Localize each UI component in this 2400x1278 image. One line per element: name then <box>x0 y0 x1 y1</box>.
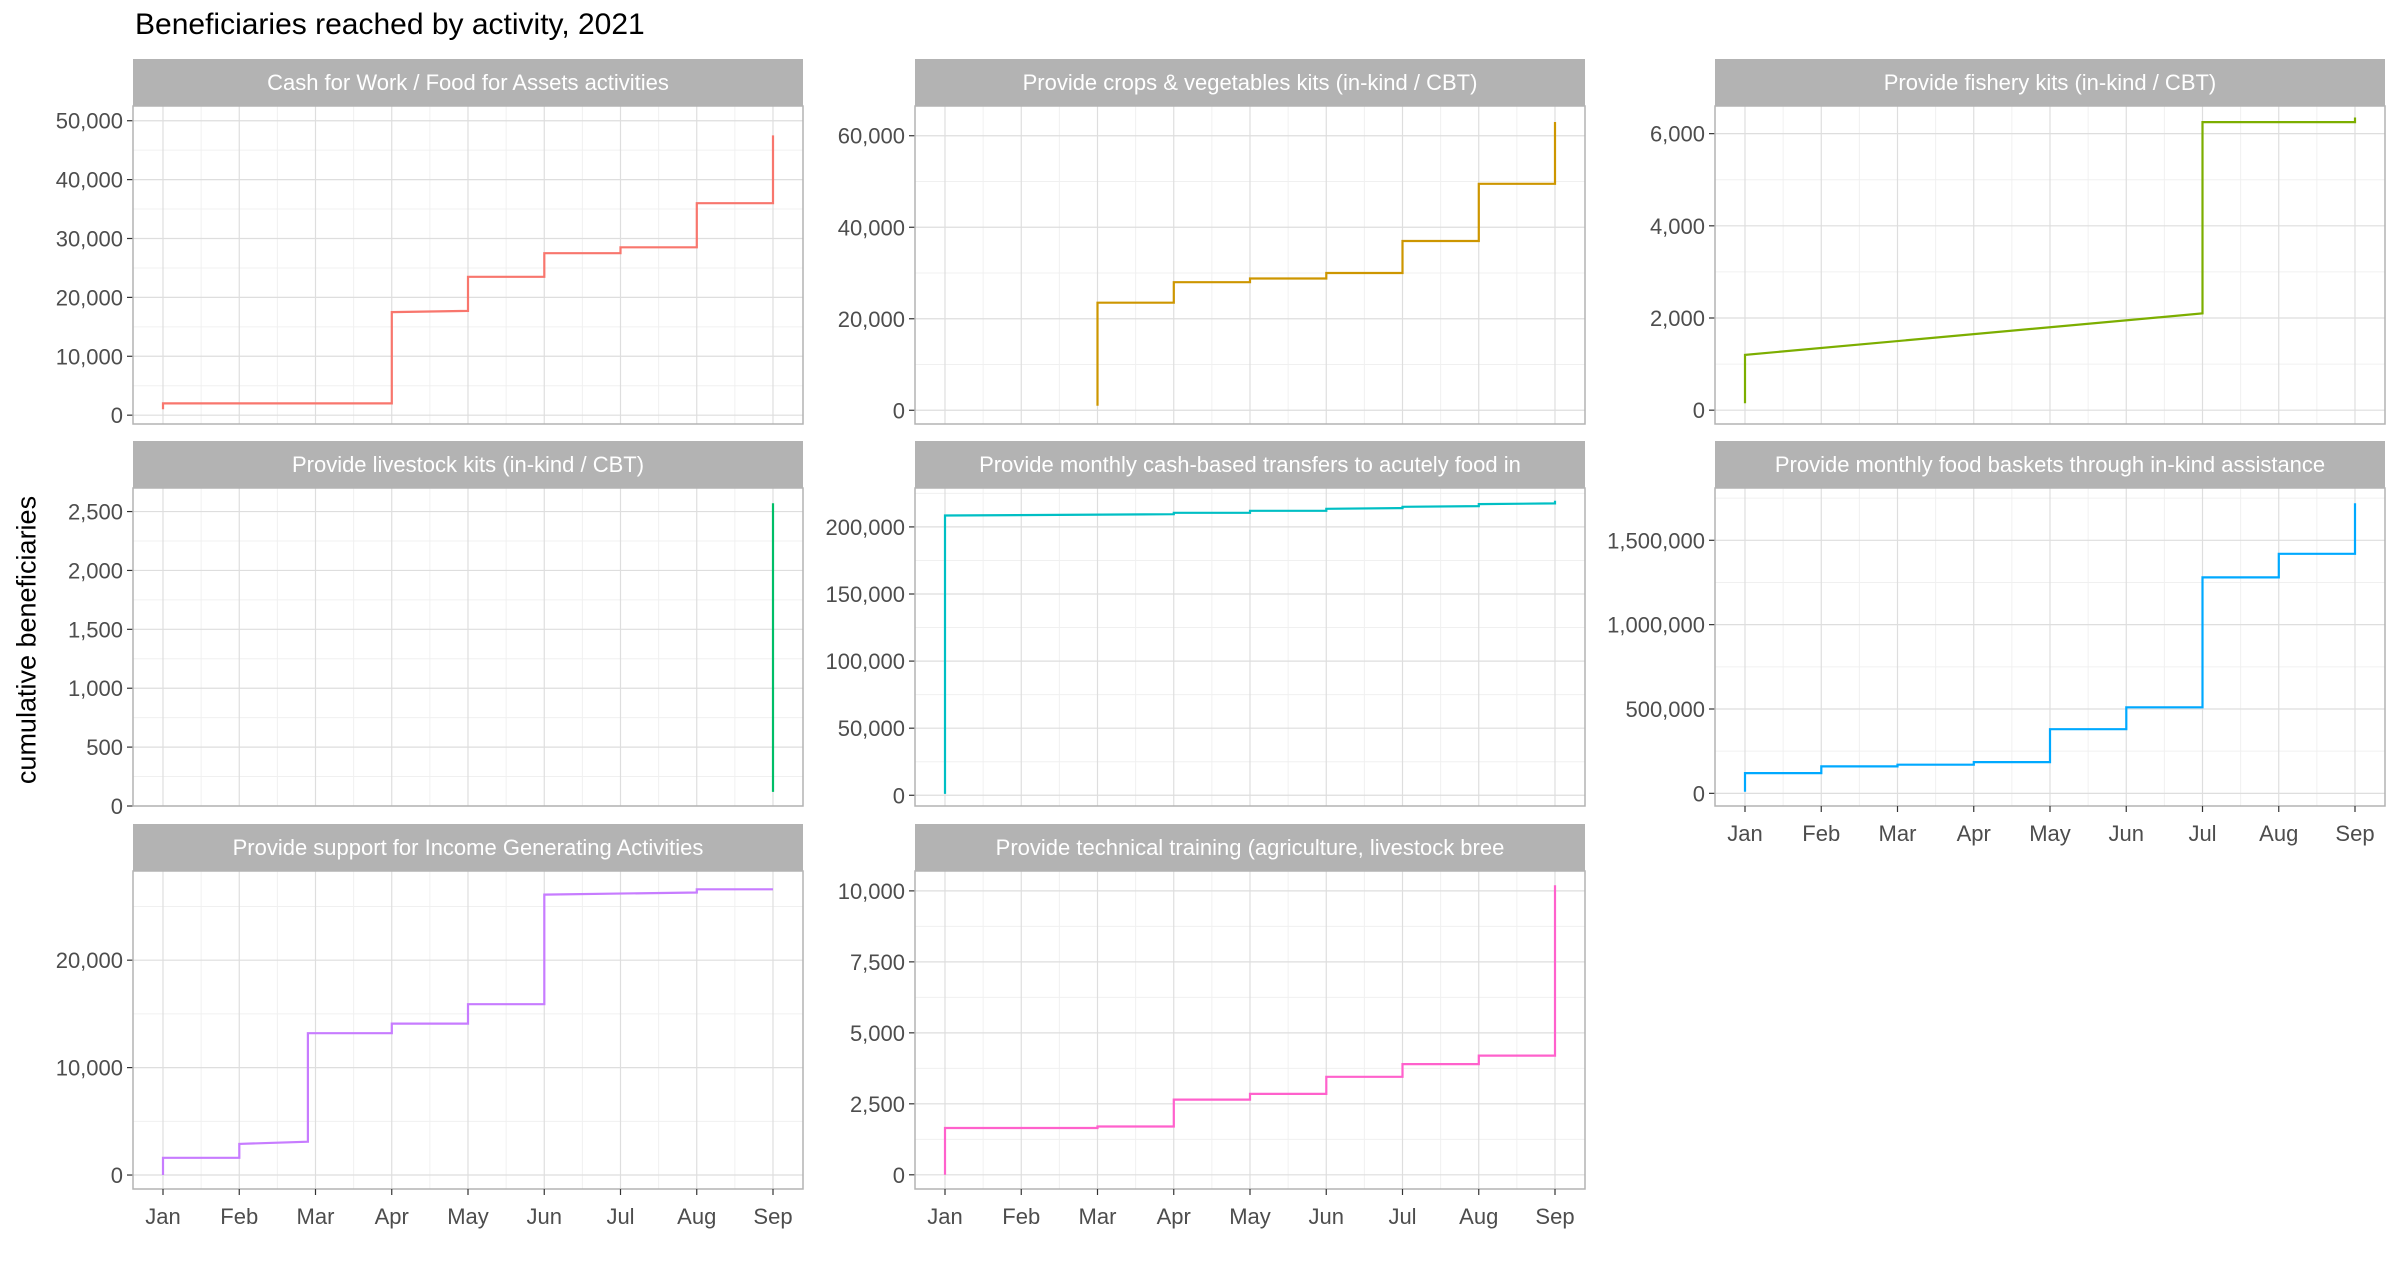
facet-strip <box>1715 59 2385 106</box>
x-tick-label: Jun <box>527 1204 562 1229</box>
y-tick-label: 10,000 <box>838 879 905 904</box>
y-tick-label: 20,000 <box>838 307 905 332</box>
y-tick-label: 60,000 <box>838 124 905 149</box>
y-tick-label: 40,000 <box>56 168 123 193</box>
x-tick-label: Jan <box>1727 821 1762 846</box>
x-tick-label: Apr <box>1957 821 1991 846</box>
y-tick-label: 20,000 <box>56 285 123 310</box>
series-line <box>161 135 775 410</box>
y-tick-label: 1,500 <box>68 617 123 642</box>
x-tick-label: Mar <box>1879 821 1917 846</box>
x-tick-label: Aug <box>2259 821 2298 846</box>
chart-title: Beneficiaries reached by activity, 2021 <box>135 8 645 41</box>
y-tick-label: 0 <box>1693 781 1705 806</box>
x-tick-label: Aug <box>1459 1204 1498 1229</box>
y-tick-label: 100,000 <box>825 649 905 674</box>
series-line <box>1743 503 2357 792</box>
series-line <box>943 885 1557 1175</box>
facet-strip-label: Provide fishery kits (in-kind / CBT) <box>1884 70 2217 95</box>
x-tick-label: Sep <box>753 1204 792 1229</box>
x-tick-label: Sep <box>1535 1204 1574 1229</box>
y-tick-label: 2,500 <box>68 500 123 525</box>
y-tick-label: 1,500,000 <box>1607 528 1705 553</box>
facet-strip-label: Provide monthly cash-based transfers to … <box>979 452 1521 477</box>
y-tick-label: 500,000 <box>1625 697 1705 722</box>
y-tick-label: 4,000 <box>1650 214 1705 239</box>
series-line <box>943 500 1557 794</box>
series-line <box>161 888 773 1175</box>
facet-strip-label: Provide monthly food baskets through in-… <box>1775 452 2325 477</box>
facet-strip-label: Provide livestock kits (in-kind / CBT) <box>292 452 644 477</box>
x-tick-label: Jun <box>1309 1204 1344 1229</box>
y-tick-label: 2,000 <box>68 558 123 583</box>
y-tick-label: 0 <box>893 398 905 423</box>
facet-panel-7: 0 10,000 20,000 Provide support for Income … <box>56 824 804 1229</box>
facet-panel-2: 0 20,000 40,000 60,000 Provide crops & veget… <box>838 59 1586 425</box>
y-tick-label: 50,000 <box>838 716 905 741</box>
facet-strip <box>1715 441 2385 488</box>
facet-strip-label: Provide crops & vegetables kits (in-kind… <box>1023 70 1478 95</box>
facet-strip <box>133 824 803 871</box>
facet-panel-8: 0 2,500 5,000 7,500 10,000 Provide technical … <box>838 824 1586 1229</box>
facet-panel-6: 0 500,000 1,000,000 1,500,000 Provide monthl… <box>1607 441 2386 846</box>
y-tick-label: 5,000 <box>850 1021 905 1046</box>
x-tick-label: May <box>1229 1204 1271 1229</box>
y-tick-label: 0 <box>111 1163 123 1188</box>
facet-strip <box>133 441 803 488</box>
facet-strip <box>915 59 1585 106</box>
facet-panel-5: 0 50,000 100,000 150,000 200,000 Provide mont… <box>825 441 1586 808</box>
y-tick-label: 6,000 <box>1650 122 1705 147</box>
y-tick-label: 0 <box>111 794 123 819</box>
y-tick-label: 2,000 <box>1650 306 1705 331</box>
facet-panel-3: 0 2,000 4,000 6,000 Provide fishery kits (in… <box>1650 59 2386 425</box>
x-tick-label: Aug <box>677 1204 716 1229</box>
y-tick-label: 0 <box>893 1163 905 1188</box>
series-line <box>1096 122 1557 406</box>
facet-strip-label: Cash for Work / Food for Assets activiti… <box>267 70 669 95</box>
facet-strip-label: Provide technical training (agriculture,… <box>996 835 1505 860</box>
x-tick-label: Feb <box>1802 821 1840 846</box>
y-tick-label: 20,000 <box>56 948 123 973</box>
facet-panel-4: 0 500 1,000 1,500 2,000 2,500 Provide livestoc… <box>68 441 804 819</box>
y-tick-label: 7,500 <box>850 950 905 975</box>
y-tick-label: 50,000 <box>56 109 123 134</box>
x-tick-label: Mar <box>297 1204 335 1229</box>
x-tick-label: Jan <box>927 1204 962 1229</box>
y-tick-label: 40,000 <box>838 215 905 240</box>
y-tick-label: 2,500 <box>850 1092 905 1117</box>
y-tick-label: 1,000 <box>68 676 123 701</box>
facet-strip <box>915 824 1585 871</box>
x-tick-label: Jun <box>2109 821 2144 846</box>
y-tick-label: 0 <box>1693 398 1705 423</box>
x-tick-label: Jul <box>2188 821 2216 846</box>
y-tick-label: 30,000 <box>56 227 123 252</box>
x-tick-label: May <box>447 1204 489 1229</box>
y-tick-label: 10,000 <box>56 1056 123 1081</box>
x-tick-label: Feb <box>1002 1204 1040 1229</box>
x-tick-label: Jul <box>606 1204 634 1229</box>
facet-strip <box>915 441 1585 488</box>
x-tick-label: Apr <box>375 1204 409 1229</box>
x-tick-label: Feb <box>220 1204 258 1229</box>
facet-panel-1: 0 10,000 20,000 30,000 40,000 50,000 Cash for … <box>56 59 804 428</box>
x-tick-label: Jul <box>1388 1204 1416 1229</box>
facet-strip <box>133 59 803 106</box>
facet-strip-label: Provide support for Income Generating Ac… <box>233 835 704 860</box>
x-tick-label: Mar <box>1079 1204 1117 1229</box>
x-tick-label: Apr <box>1157 1204 1191 1229</box>
y-tick-label: 1,000,000 <box>1607 613 1705 638</box>
y-tick-label: 500 <box>86 735 123 760</box>
x-tick-label: Jan <box>145 1204 180 1229</box>
x-tick-label: May <box>2029 821 2071 846</box>
y-tick-label: 0 <box>111 403 123 428</box>
y-tick-label: 200,000 <box>825 515 905 540</box>
y-tick-label: 150,000 <box>825 582 905 607</box>
y-tick-label: 10,000 <box>56 344 123 369</box>
y-tick-label: 0 <box>893 783 905 808</box>
x-tick-label: Sep <box>2335 821 2374 846</box>
series-line <box>1743 117 2357 404</box>
